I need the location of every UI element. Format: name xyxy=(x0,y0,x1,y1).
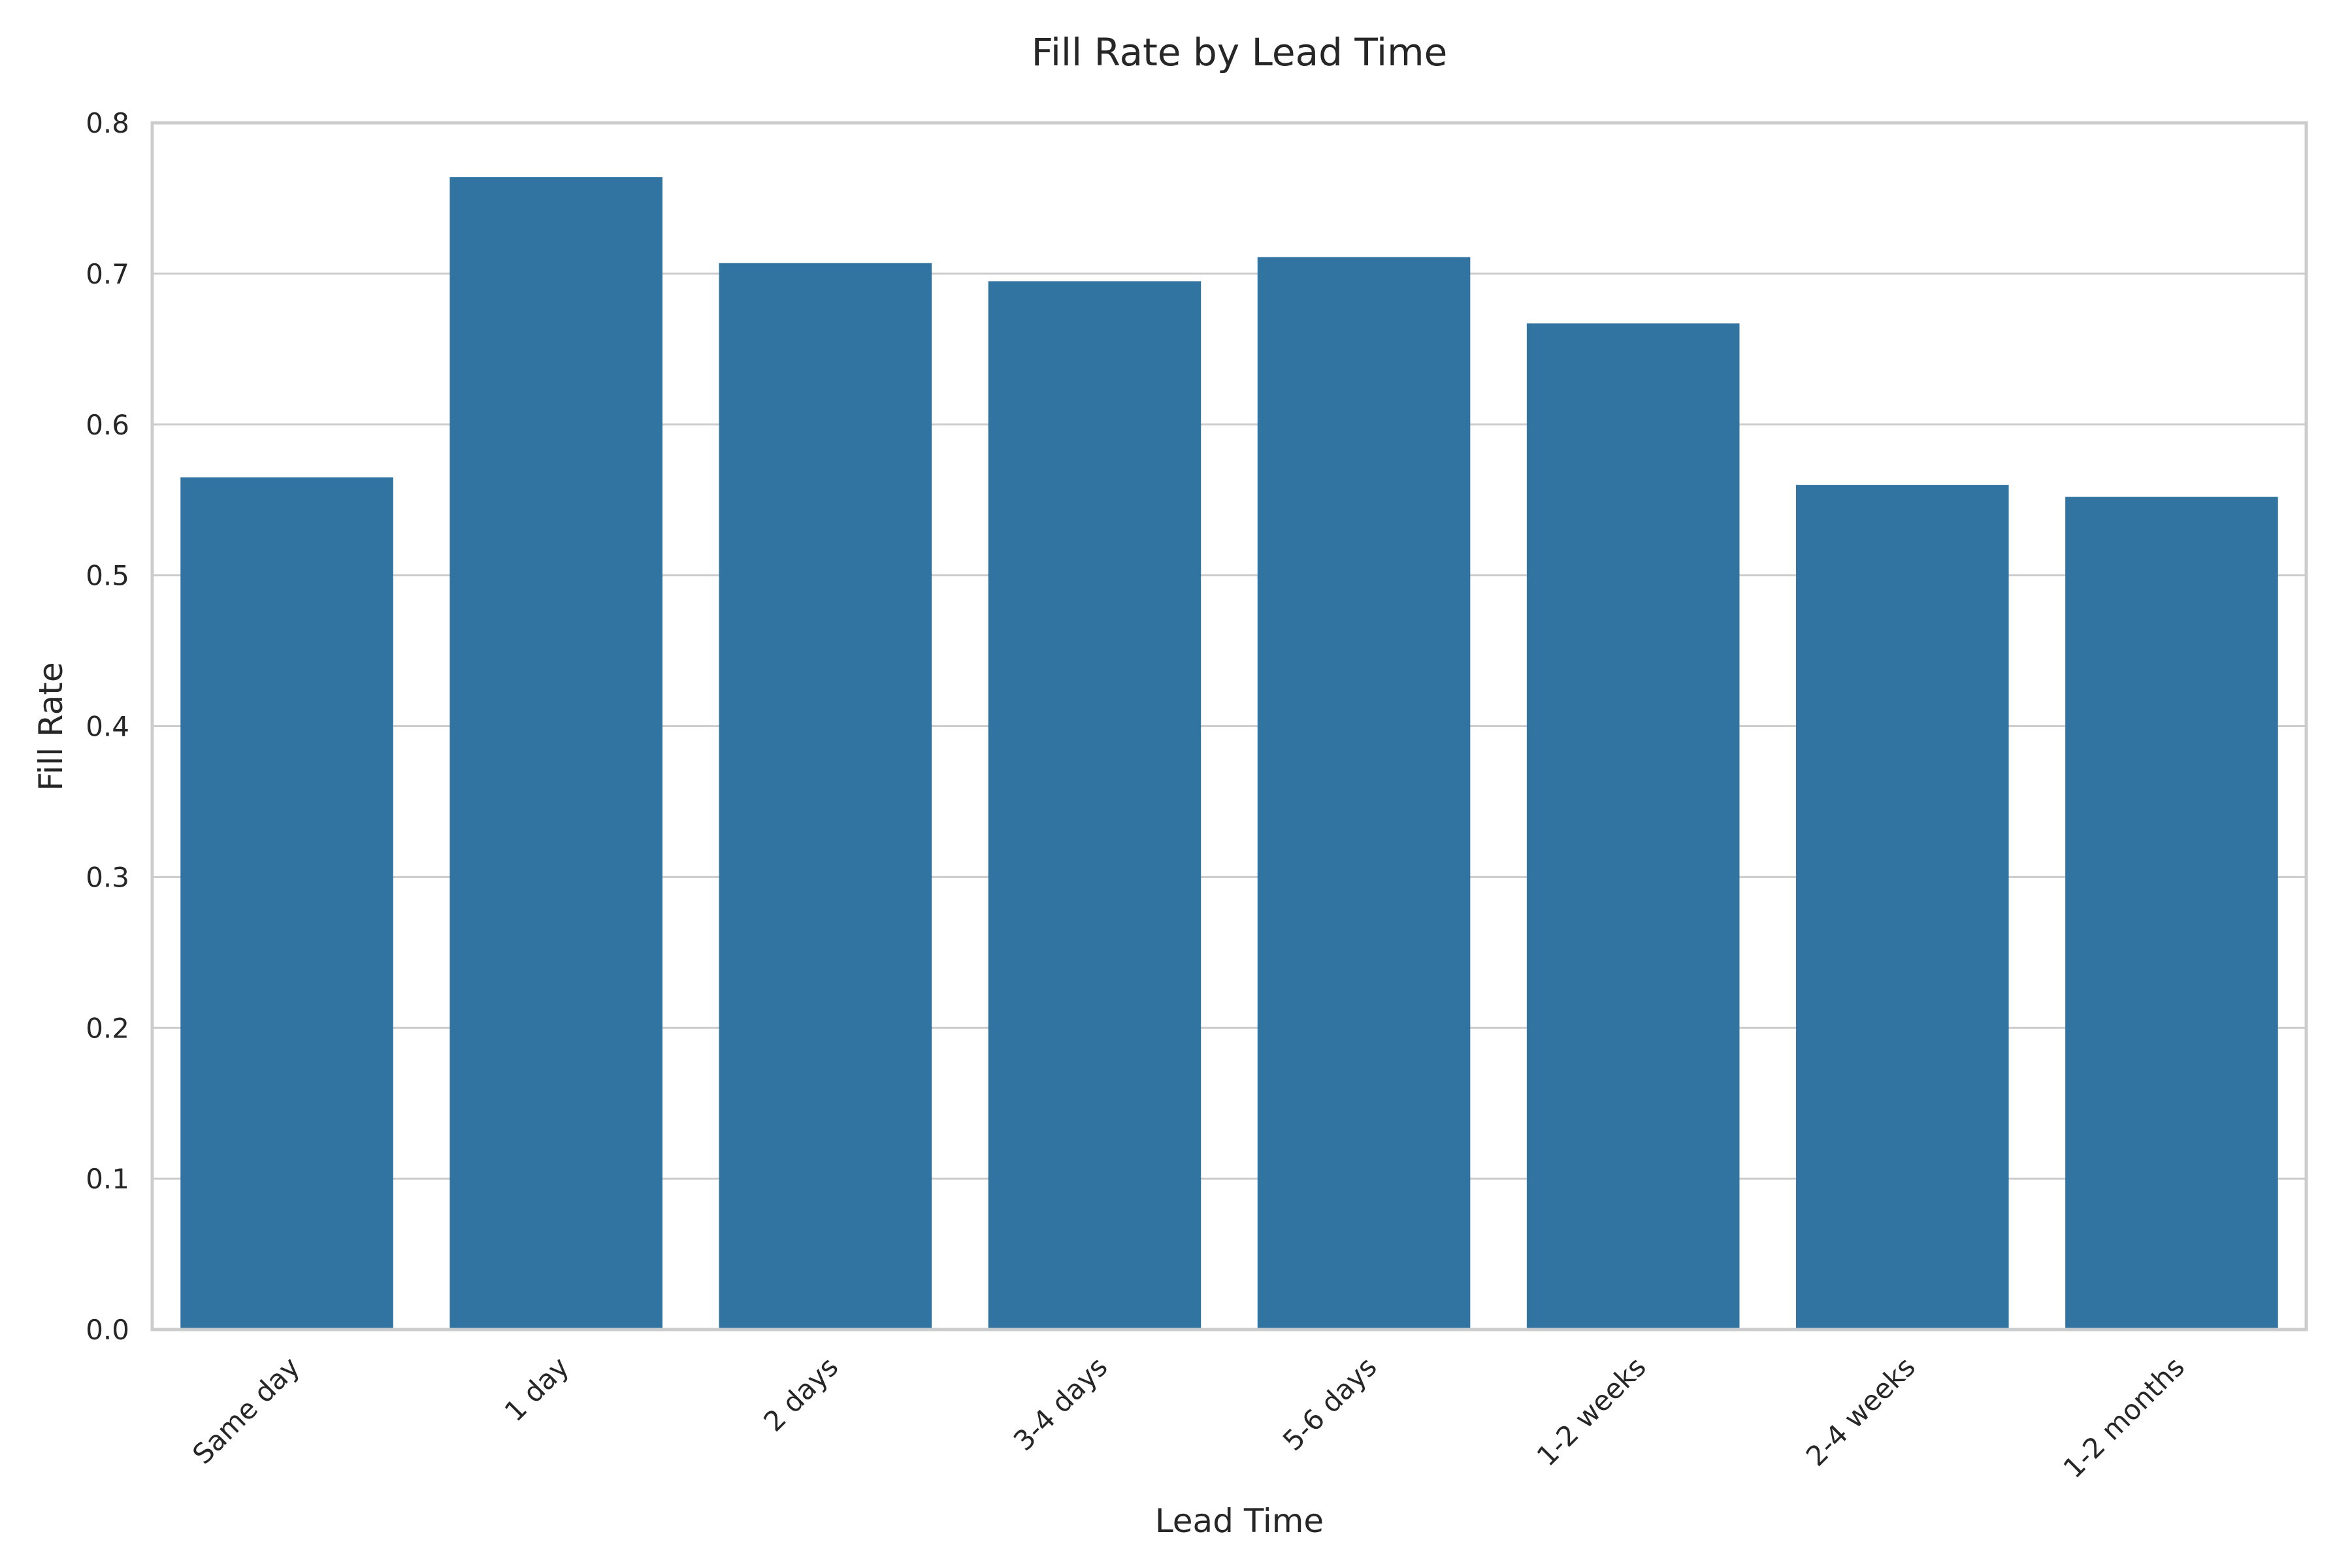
bar xyxy=(2065,497,2278,1330)
bar xyxy=(1526,323,1740,1330)
y-tick-label: 0.2 xyxy=(86,1012,129,1044)
y-tick-label: 0.0 xyxy=(86,1314,129,1346)
bar xyxy=(988,281,1201,1330)
y-axis-title: Fill Rate xyxy=(32,662,70,791)
y-axis-ticks: 0.0 0.1 0.2 0.3 0.4 0.5 0.6 0.7 0.8 xyxy=(86,107,129,1346)
bars xyxy=(180,177,2278,1330)
bar xyxy=(1796,485,2009,1330)
y-tick-label: 0.6 xyxy=(86,409,129,441)
y-tick-label: 0.3 xyxy=(86,861,129,893)
bar xyxy=(1257,257,1471,1330)
y-tick-label: 0.5 xyxy=(86,560,129,592)
chart-title: Fill Rate by Lead Time xyxy=(1032,30,1448,74)
y-tick-label: 0.8 xyxy=(86,107,129,139)
bar xyxy=(449,177,662,1330)
bar xyxy=(719,263,932,1330)
y-tick-label: 0.4 xyxy=(86,711,129,743)
bar xyxy=(180,477,393,1330)
y-tick-label: 0.7 xyxy=(86,258,129,290)
x-axis-title: Lead Time xyxy=(1155,1502,1324,1540)
y-tick-label: 0.1 xyxy=(86,1163,129,1195)
plot-frame xyxy=(150,121,2308,1331)
